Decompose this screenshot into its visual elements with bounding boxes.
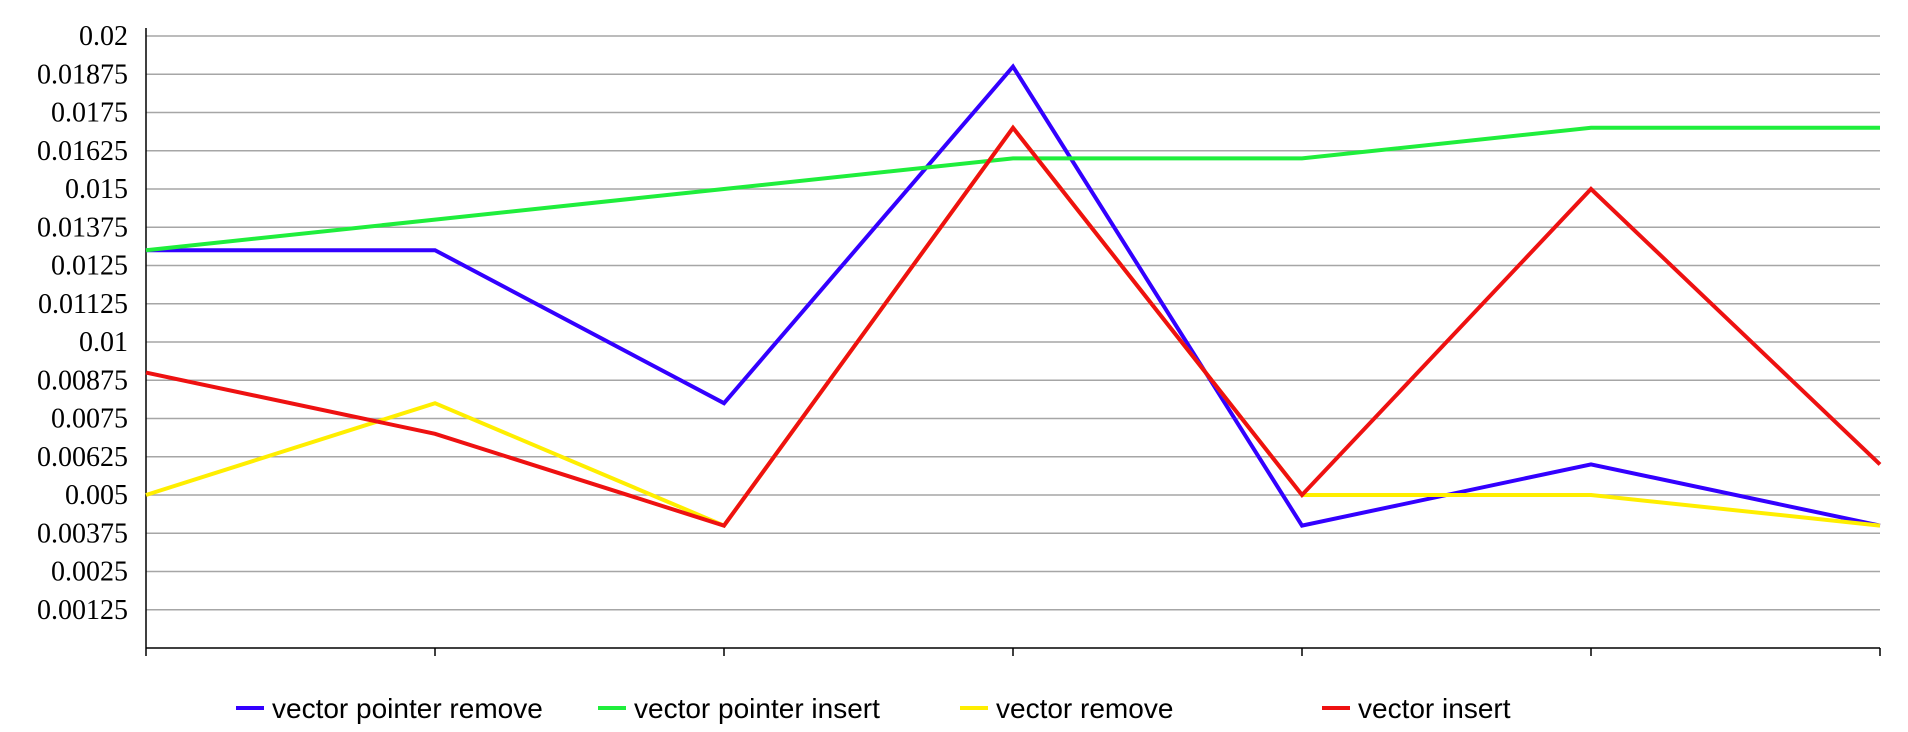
legend-label: vector remove	[996, 693, 1173, 724]
series-lines	[145, 63, 1882, 529]
legend-label: vector pointer insert	[634, 693, 880, 724]
legend: vector pointer remove vector pointer inse…	[236, 693, 1511, 724]
series-line-vector-pointer-remove	[146, 63, 1881, 528]
y-tick-label: 0.01875	[37, 59, 128, 90]
y-tick-label: 0.005	[65, 480, 128, 511]
y-tick-label: 0.0075	[51, 404, 128, 435]
y-tick-label: 0.00125	[37, 595, 128, 626]
y-tick-label: 0.00875	[37, 365, 128, 396]
x-tick-marks	[145, 648, 1881, 656]
y-tick-label: 0.00375	[37, 518, 128, 549]
series-line-vector-remove	[145, 124, 1881, 529]
gridlines	[146, 35, 1880, 611]
y-tick-label: 0.0175	[51, 98, 128, 129]
y-tick-label: 0.0025	[51, 557, 128, 588]
legend-label: vector insert	[1358, 693, 1511, 724]
series-line-vector-pointer-insert	[145, 125, 1880, 253]
y-tick-label: 0.01625	[37, 136, 128, 167]
y-tick-label: 0.01375	[37, 212, 128, 243]
axes	[145, 28, 1880, 649]
legend-label: vector pointer remove	[272, 693, 543, 724]
y-tick-label: 0.00625	[37, 442, 128, 473]
y-tick-label: 0.01	[79, 327, 128, 358]
series-line-vector-insert	[145, 124, 1882, 528]
y-tick-label: 0.0125	[51, 251, 128, 282]
y-tick-label: 0.015	[65, 174, 128, 205]
y-tick-labels: 0.00125 0.0025 0.00375 0.005 0.00625 0.0075 0.…	[37, 21, 128, 626]
y-tick-label: 0.02	[79, 21, 128, 52]
y-tick-label: 0.01125	[38, 289, 128, 320]
